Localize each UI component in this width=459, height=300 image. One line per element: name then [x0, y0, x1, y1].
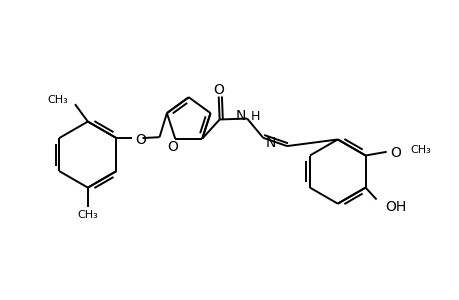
Text: N: N — [235, 110, 246, 123]
Text: O: O — [390, 146, 400, 160]
Text: O: O — [135, 133, 146, 147]
Text: CH₃: CH₃ — [47, 94, 67, 105]
Text: H: H — [250, 110, 260, 123]
Text: OH: OH — [384, 200, 405, 214]
Text: O: O — [213, 83, 224, 97]
Text: CH₃: CH₃ — [409, 145, 430, 155]
Text: CH₃: CH₃ — [77, 210, 98, 220]
Text: N: N — [265, 136, 275, 150]
Text: O: O — [167, 140, 178, 154]
